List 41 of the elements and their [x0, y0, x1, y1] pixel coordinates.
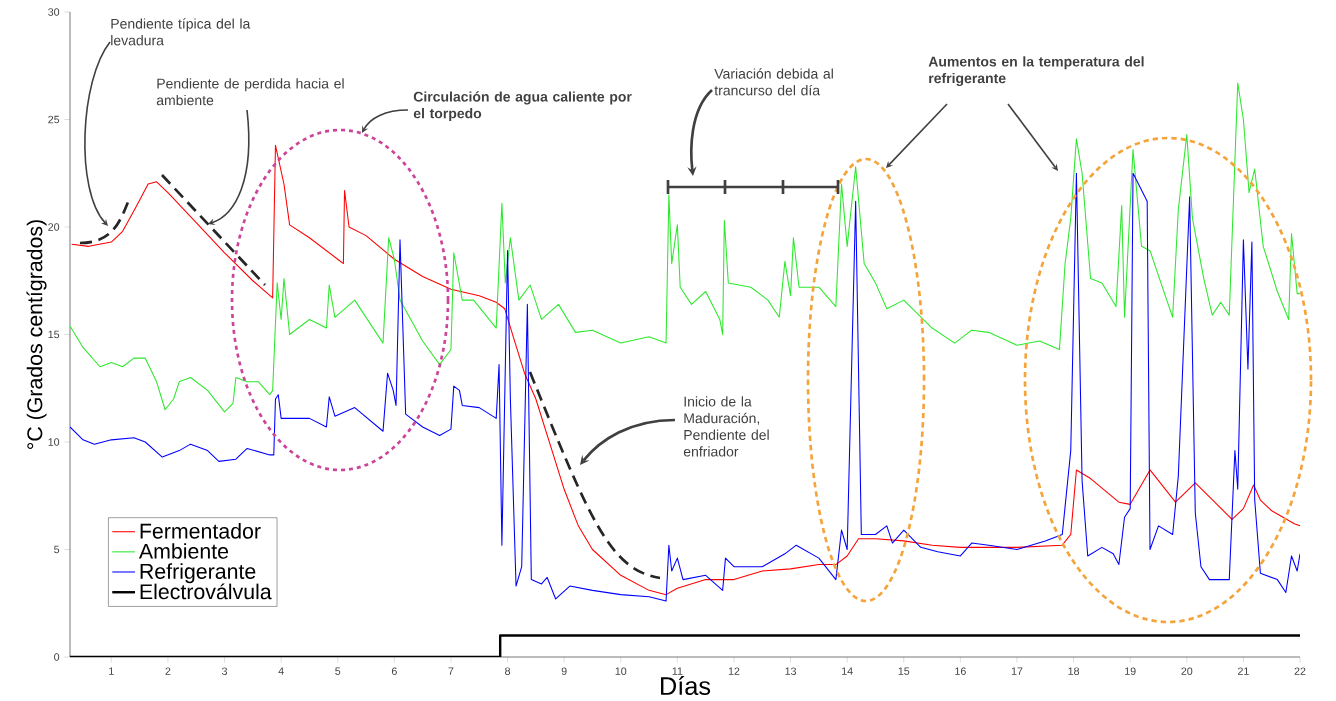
- annotation: Circulación de agua caliente por el torpedo: [413, 91, 632, 122]
- x-tick-label: 6: [391, 667, 397, 675]
- x-tick-label: 14: [842, 667, 853, 675]
- x-tick-label: 16: [955, 667, 966, 675]
- annotation: Pendiente de perdida hacia el ambiente: [156, 78, 344, 106]
- x-tick-label: 17: [1011, 667, 1023, 675]
- annotation: Variación debida al trancurso del día: [714, 68, 833, 96]
- y-tick-label: 0: [54, 653, 60, 661]
- y-tick-label: 5: [54, 545, 60, 554]
- y-tick-label: 20: [48, 223, 60, 231]
- x-tick-label: 4: [278, 667, 284, 675]
- x-tick-label: 7: [448, 667, 454, 675]
- x-tick-label: 13: [785, 667, 797, 675]
- x-tick-label: 22: [1294, 667, 1306, 675]
- legend-label: Fermentador: [140, 523, 261, 539]
- x-tick-label: 1: [109, 667, 114, 675]
- x-tick-label: 15: [898, 667, 910, 675]
- x-tick-label: 19: [1125, 667, 1136, 675]
- x-tick-label: 3: [221, 667, 228, 675]
- y-tick-label: 15: [48, 330, 60, 339]
- annotation: Inicio de la Maduración, Pendiente del enfriador: [683, 396, 769, 457]
- x-tick-label: 18: [1068, 667, 1080, 675]
- x-tick-label: 21: [1238, 667, 1249, 675]
- legend-label: Ambiente: [138, 543, 229, 559]
- y-tick-label: 30: [48, 8, 60, 16]
- annotation: Aumentos en la temperatura del refrigerante: [928, 56, 1144, 87]
- x-tick-label: 12: [728, 667, 740, 675]
- y-tick-label: 25: [48, 115, 60, 124]
- x-tick-label: 2: [165, 667, 171, 675]
- y-axis-title: °C (Grados centígrados): [26, 220, 47, 449]
- x-tick-label: 5: [335, 667, 341, 675]
- x-tick-label: 9: [561, 667, 567, 675]
- y-tick-label: 10: [48, 438, 60, 446]
- x-tick-label: 20: [1181, 667, 1193, 675]
- legend-label: Electroválvula: [140, 583, 272, 600]
- annotation: Pendiente típica del la levadura: [111, 18, 251, 46]
- x-tick-label: 8: [505, 667, 511, 675]
- x-axis-title: Días: [661, 676, 711, 696]
- x-tick-label: 10: [615, 667, 627, 675]
- legend-label: Refrigerante: [140, 563, 256, 584]
- x-tick-label: 11: [672, 667, 683, 675]
